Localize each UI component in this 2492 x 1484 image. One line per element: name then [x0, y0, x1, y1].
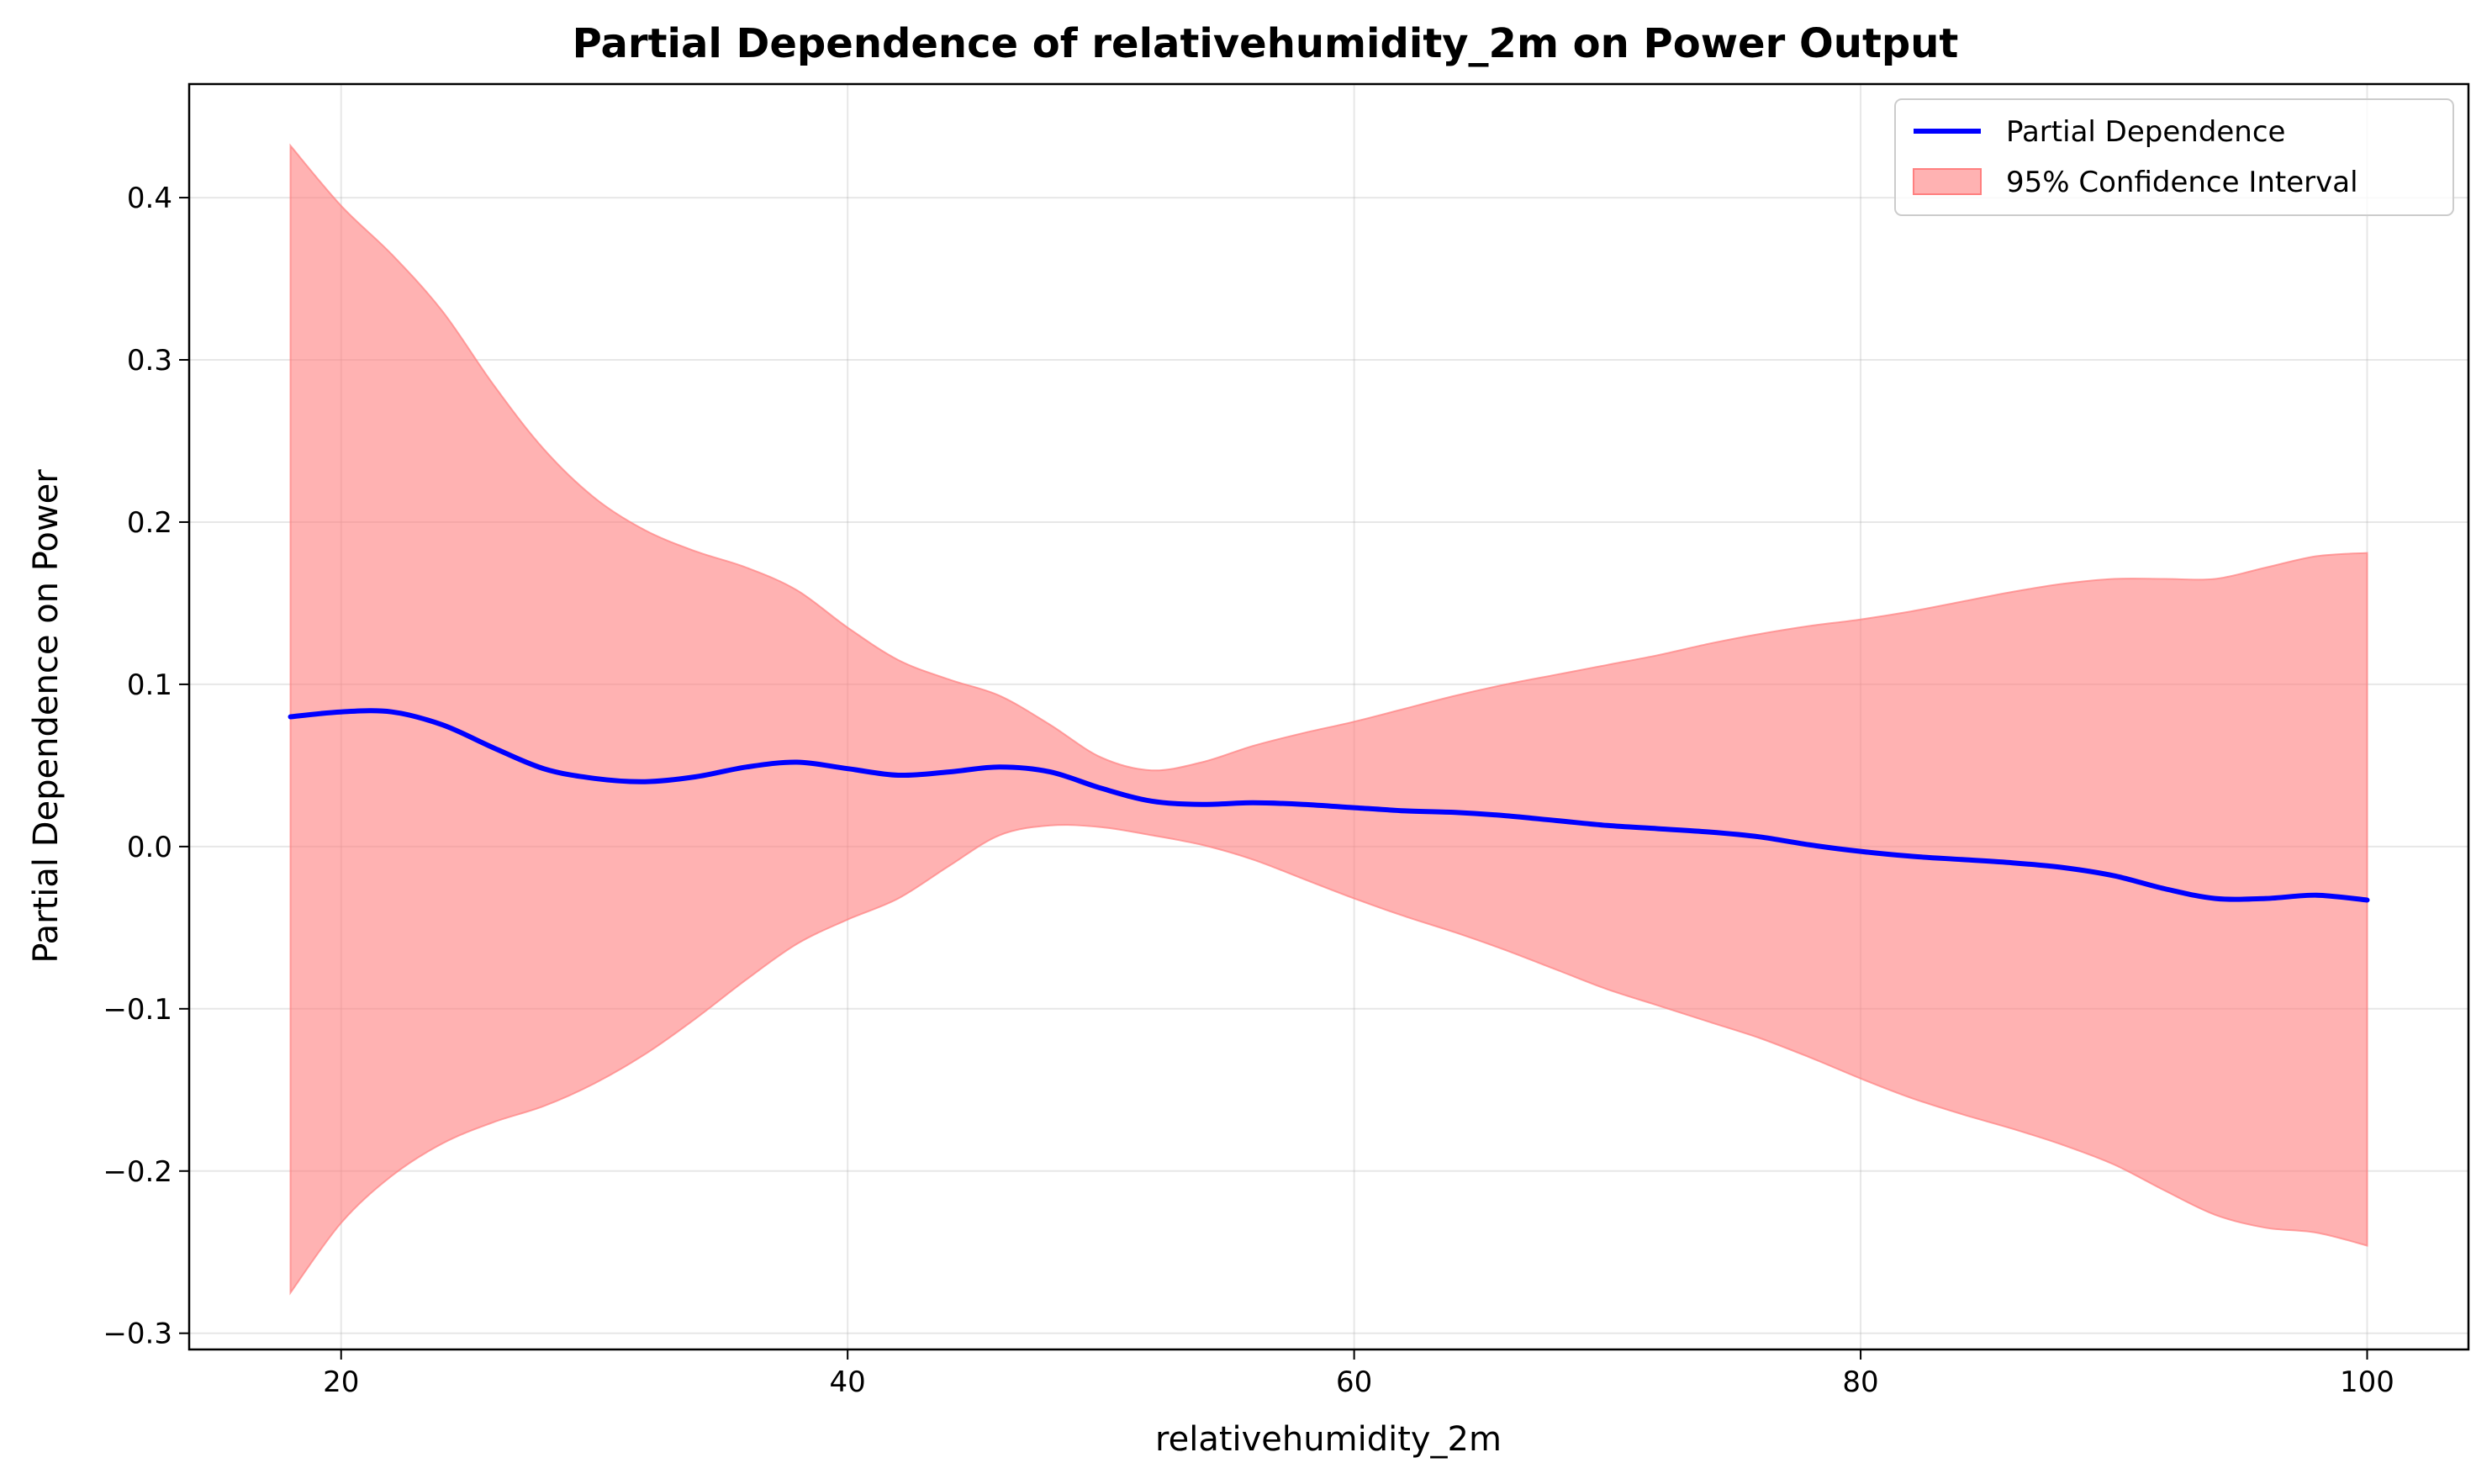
plot-frame: [187, 82, 2470, 1351]
legend-entry-partial-dependence: Partial Dependence: [2006, 115, 2285, 149]
legend-box: [1894, 98, 2454, 216]
y-tick-label: 0.4: [127, 182, 172, 215]
confidence-interval-band: [289, 143, 2368, 1296]
x-tick-label: 80: [1842, 1365, 1878, 1399]
partial-dependence-line-layer: [288, 708, 2370, 903]
confidence-band-layer: [289, 143, 2368, 1296]
y-tick-label: −0.1: [103, 993, 172, 1027]
partial-dependence-line: [288, 708, 2370, 903]
x-tick-label: 20: [323, 1365, 359, 1399]
y-tick-label: 0.0: [127, 831, 172, 864]
x-tick-label: 100: [2340, 1365, 2394, 1399]
legend-entry-confidence-interval: 95% Confidence Interval: [2006, 166, 2358, 199]
y-tick-label: −0.2: [103, 1155, 172, 1189]
y-tick-label: −0.3: [103, 1318, 172, 1351]
x-axis-label: relativehumidity_2m: [1155, 1420, 1502, 1459]
legend: Partial Dependence 95% Confidence Interv…: [1894, 98, 2454, 216]
x-tick-label: 60: [1336, 1365, 1372, 1399]
y-tick-label: 0.3: [127, 344, 172, 378]
y-tick-label: 0.2: [127, 506, 172, 540]
x-axis: 20 40 60 80 100: [323, 1349, 2394, 1399]
y-axis-label: Partial Dependence on Power: [27, 469, 66, 964]
chart-title: Partial Dependence of relativehumidity_2…: [573, 20, 1959, 67]
y-axis: −0.3 −0.2 −0.1 0.0 0.1 0.2 0.3 0.4: [103, 182, 189, 1351]
legend-band-swatch: [1913, 168, 1982, 195]
x-tick-label: 40: [830, 1365, 866, 1399]
y-tick-label: 0.1: [127, 668, 172, 702]
